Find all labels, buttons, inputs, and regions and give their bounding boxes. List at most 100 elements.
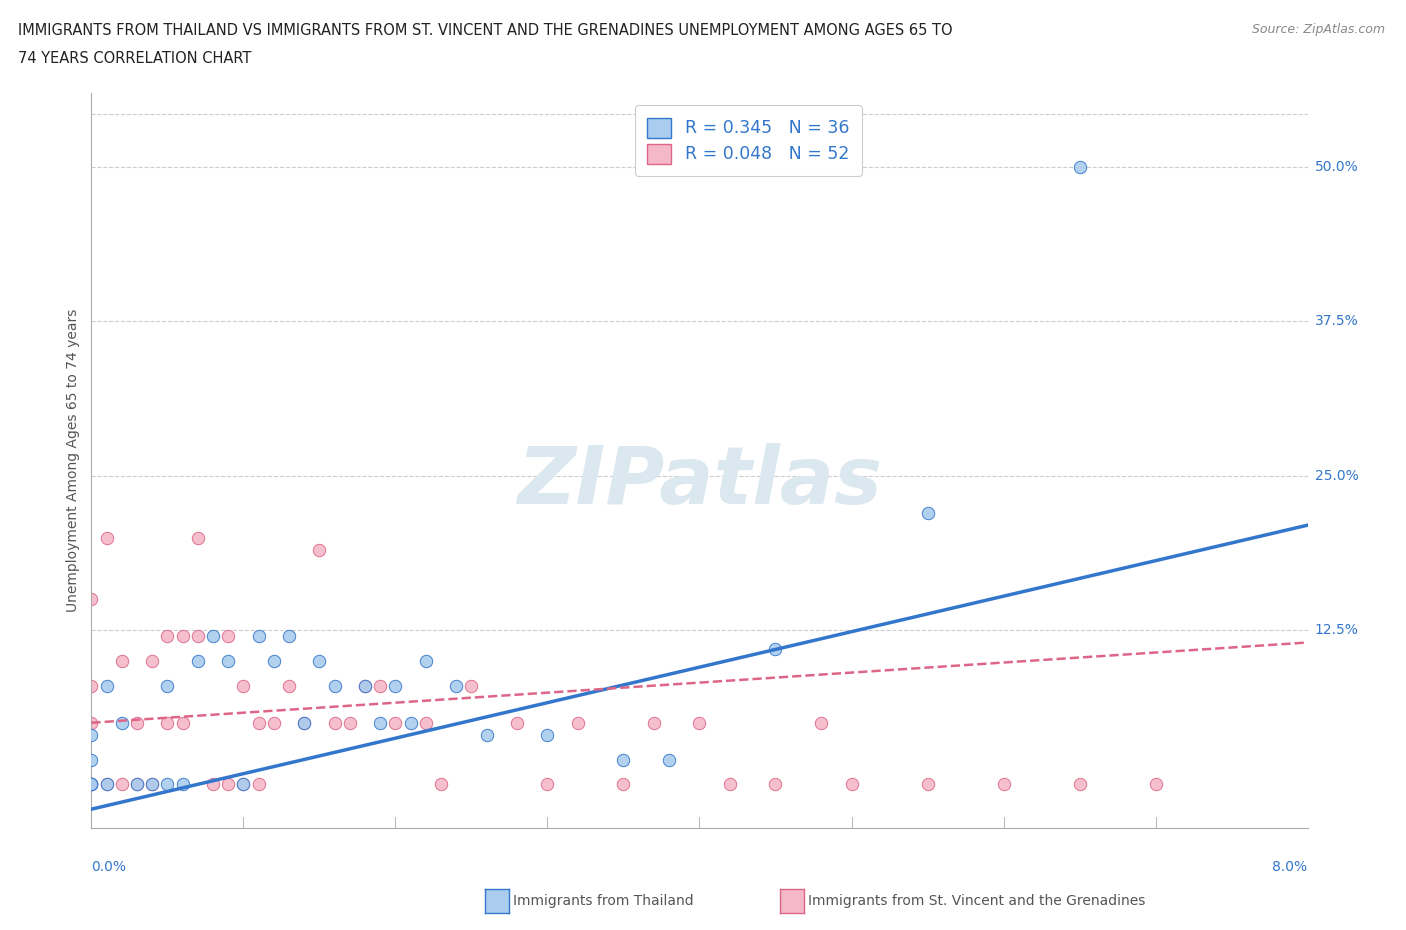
Text: IMMIGRANTS FROM THAILAND VS IMMIGRANTS FROM ST. VINCENT AND THE GRENADINES UNEMP: IMMIGRANTS FROM THAILAND VS IMMIGRANTS F…: [18, 23, 953, 38]
Point: [917, 505, 939, 520]
Point: [475, 727, 498, 742]
Point: [917, 777, 939, 792]
Text: 8.0%: 8.0%: [1272, 860, 1308, 874]
Point: [80, 752, 103, 767]
Point: [80, 777, 103, 792]
Point: [80, 777, 103, 792]
Text: 12.5%: 12.5%: [1315, 623, 1358, 637]
Point: [80, 777, 103, 792]
Point: [232, 678, 254, 693]
Text: 37.5%: 37.5%: [1315, 314, 1358, 328]
Point: [536, 727, 558, 742]
Point: [612, 777, 634, 792]
Text: ZIPatlas: ZIPatlas: [517, 444, 882, 522]
Point: [156, 777, 179, 792]
Y-axis label: Unemployment Among Ages 65 to 74 years: Unemployment Among Ages 65 to 74 years: [66, 309, 80, 612]
Point: [810, 715, 832, 730]
Point: [247, 715, 270, 730]
Point: [506, 715, 529, 730]
Point: [415, 654, 437, 669]
Text: Source: ZipAtlas.com: Source: ZipAtlas.com: [1251, 23, 1385, 36]
Point: [278, 678, 301, 693]
Point: [765, 777, 787, 792]
Point: [384, 678, 406, 693]
Point: [187, 530, 209, 545]
Point: [841, 777, 863, 792]
Point: [80, 777, 103, 792]
Point: [460, 678, 482, 693]
Point: [1069, 160, 1091, 175]
Point: [217, 654, 239, 669]
Point: [80, 591, 103, 606]
Point: [156, 678, 179, 693]
Point: [141, 777, 163, 792]
Point: [323, 678, 346, 693]
Point: [96, 530, 118, 545]
Point: [156, 629, 179, 644]
Point: [292, 715, 315, 730]
Text: Immigrants from St. Vincent and the Grenadines: Immigrants from St. Vincent and the Gren…: [808, 894, 1146, 909]
Point: [612, 752, 634, 767]
Point: [111, 715, 134, 730]
Point: [217, 629, 239, 644]
Point: [96, 777, 118, 792]
Point: [765, 641, 787, 656]
Point: [172, 629, 194, 644]
Point: [80, 777, 103, 792]
Point: [308, 542, 330, 557]
Point: [658, 752, 681, 767]
Point: [354, 678, 377, 693]
Point: [125, 777, 148, 792]
Point: [232, 777, 254, 792]
Point: [232, 777, 254, 792]
Point: [247, 629, 270, 644]
Point: [80, 727, 103, 742]
Point: [536, 777, 558, 792]
Point: [430, 777, 453, 792]
Point: [567, 715, 589, 730]
Point: [187, 629, 209, 644]
Point: [187, 654, 209, 669]
Point: [247, 777, 270, 792]
Point: [339, 715, 361, 730]
Point: [688, 715, 710, 730]
Point: [263, 715, 285, 730]
Point: [172, 777, 194, 792]
Point: [202, 629, 225, 644]
Point: [80, 715, 103, 730]
Point: [263, 654, 285, 669]
Point: [141, 654, 163, 669]
Point: [217, 777, 239, 792]
Point: [202, 777, 225, 792]
Point: [643, 715, 665, 730]
Point: [993, 777, 1015, 792]
Point: [125, 715, 148, 730]
Point: [1069, 777, 1091, 792]
Point: [125, 777, 148, 792]
Text: 25.0%: 25.0%: [1315, 469, 1358, 483]
Point: [308, 654, 330, 669]
Point: [1144, 777, 1167, 792]
Point: [368, 715, 391, 730]
Text: 50.0%: 50.0%: [1315, 160, 1358, 174]
Point: [172, 715, 194, 730]
Point: [141, 777, 163, 792]
Point: [399, 715, 422, 730]
Text: 0.0%: 0.0%: [91, 860, 127, 874]
Point: [111, 654, 134, 669]
Point: [96, 678, 118, 693]
Point: [354, 678, 377, 693]
Point: [415, 715, 437, 730]
Point: [323, 715, 346, 730]
Point: [718, 777, 741, 792]
Text: 74 YEARS CORRELATION CHART: 74 YEARS CORRELATION CHART: [18, 51, 252, 66]
Text: Immigrants from Thailand: Immigrants from Thailand: [513, 894, 693, 909]
Point: [292, 715, 315, 730]
Point: [278, 629, 301, 644]
Legend: R = 0.345   N = 36, R = 0.048   N = 52: R = 0.345 N = 36, R = 0.048 N = 52: [634, 105, 862, 176]
Point: [156, 715, 179, 730]
Point: [111, 777, 134, 792]
Point: [96, 777, 118, 792]
Point: [80, 678, 103, 693]
Point: [444, 678, 467, 693]
